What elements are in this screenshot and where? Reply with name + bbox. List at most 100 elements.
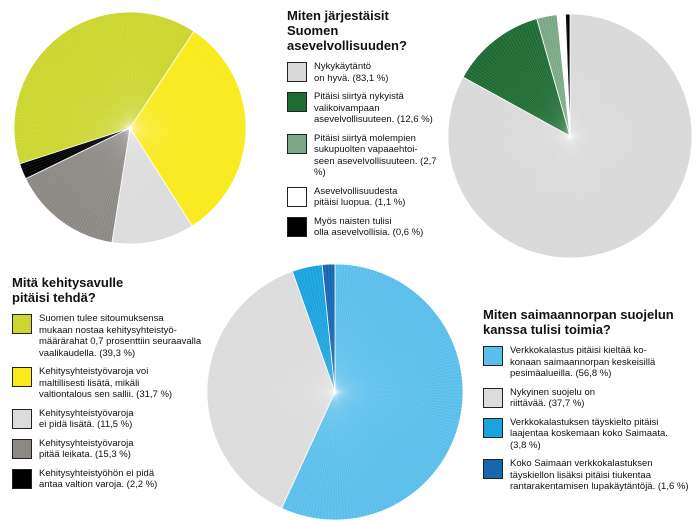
pie-texture-line	[532, 19, 571, 137]
pie-texture-line	[569, 14, 580, 137]
pie-texture-line	[569, 135, 692, 149]
pie-texture-line	[569, 135, 640, 237]
pie-texture-line	[569, 135, 629, 244]
pie-texture-line	[458, 86, 571, 137]
pie-texture-line	[129, 12, 134, 129]
pie-texture-line	[233, 313, 336, 393]
pie-texture-line	[569, 135, 688, 168]
pie-texture-line	[334, 281, 400, 393]
pie-texture-line	[321, 391, 336, 520]
pie-texture-line	[490, 43, 571, 137]
pie-texture-line	[129, 127, 172, 237]
pie-texture-line	[229, 391, 336, 465]
pie-texture-line	[569, 54, 661, 137]
pie-texture-line	[244, 301, 336, 393]
legend-swatch	[12, 408, 32, 429]
pie-texture-line	[481, 51, 571, 137]
pie-texture-line	[454, 95, 571, 137]
pie-texture-line	[453, 98, 571, 137]
pie-texture-line	[225, 391, 336, 460]
pie-texture-line	[22, 127, 131, 173]
pie-texture-line	[262, 286, 336, 393]
pie-texture-line	[308, 266, 336, 393]
pie-texture-line	[129, 59, 224, 129]
pie-texture-line	[569, 14, 577, 137]
pie-texture-line	[334, 391, 446, 457]
pie-texture-line	[36, 127, 131, 197]
pie-texture-line	[129, 72, 233, 129]
pie-texture-line	[99, 127, 131, 241]
pie-texture-line	[14, 124, 131, 129]
pie-texture-line	[129, 127, 224, 197]
pie-texture-line	[129, 127, 201, 221]
legend-item: Nykyinen suojelu on riittävää. (37,7 %)	[483, 387, 693, 410]
pie-texture-line	[334, 264, 339, 393]
pie-texture-line	[209, 365, 336, 393]
pie-texture-line	[450, 110, 571, 137]
pie-texture-line	[129, 24, 183, 129]
pie-texture-line	[448, 135, 571, 149]
pie-texture-line	[26, 75, 131, 129]
pie-texture-line	[334, 266, 359, 393]
pie-texture-line	[235, 311, 336, 393]
pie-texture-line	[569, 135, 655, 225]
pie-texture-line	[334, 391, 419, 490]
pie-texture-line	[334, 319, 441, 393]
pie-texture-line	[99, 15, 131, 129]
pie-texture-line	[454, 135, 571, 177]
pie-texture-line	[334, 365, 461, 393]
pie-texture-line	[47, 127, 131, 211]
pie-texture-line	[464, 74, 571, 137]
pie-texture-line	[569, 104, 688, 137]
pie-texture-line	[241, 303, 336, 393]
pie-texture-line	[17, 127, 131, 159]
pie-texture-line	[449, 116, 571, 137]
pie-texture-line	[471, 135, 571, 208]
pie-texture-line	[96, 16, 131, 129]
pie-texture-line	[569, 135, 682, 186]
defence-legend: Miten järjestäisit Suomen asevelvollisuu…	[287, 8, 437, 246]
pie-texture-line	[334, 336, 451, 393]
legend-item: Verkkokalastus pitäisi kieltää ko- konaa…	[483, 345, 693, 380]
pie-texture-line	[231, 391, 336, 468]
pie-texture-line	[129, 18, 169, 129]
pie-texture-line	[334, 391, 441, 465]
pie-texture-line	[331, 391, 336, 520]
pie-texture-line	[318, 391, 336, 519]
pie-texture-line	[43, 127, 131, 206]
pie-texture-line	[334, 311, 435, 393]
pie-texture-line	[207, 385, 336, 393]
pie-texture-line	[448, 123, 571, 137]
pie-texture-line	[129, 127, 186, 231]
pie-texture-line	[26, 127, 131, 181]
pie-texture-line	[569, 135, 626, 245]
pie-texture-line	[538, 135, 571, 254]
pie-texture-line	[129, 28, 191, 129]
pie-texture-line	[117, 127, 131, 244]
pie-texture-line	[569, 135, 692, 140]
development-aid-pie-chart	[13, 11, 247, 245]
pie-texture-line	[39, 127, 131, 202]
pie-texture-line	[569, 135, 608, 253]
pie-texture-line	[569, 135, 678, 195]
pie-texture-line	[569, 86, 682, 137]
pie-texture-line	[27, 72, 131, 129]
pie-texture-line	[29, 127, 131, 187]
pie-texture-line	[270, 391, 336, 503]
pie-texture-line	[29, 69, 131, 129]
pie-texture-line	[20, 89, 131, 129]
pie-slice-5-myös-naisten-tulisi-olla-ase	[564, 13, 571, 137]
pie-texture-line	[569, 135, 692, 143]
pie-texture-line	[111, 127, 131, 243]
pie-texture-line	[246, 298, 336, 393]
pie-texture-line	[334, 391, 445, 460]
pie-texture-line	[215, 345, 336, 393]
pie-texture-line	[210, 391, 336, 423]
pie-texture-line	[334, 391, 426, 483]
pie-texture-line	[129, 13, 152, 129]
pie-texture-line	[129, 127, 178, 235]
pie-texture-line	[569, 135, 676, 198]
pie-texture-line	[14, 121, 131, 129]
pie-texture-line	[569, 135, 599, 255]
pie-texture-line	[334, 391, 451, 448]
